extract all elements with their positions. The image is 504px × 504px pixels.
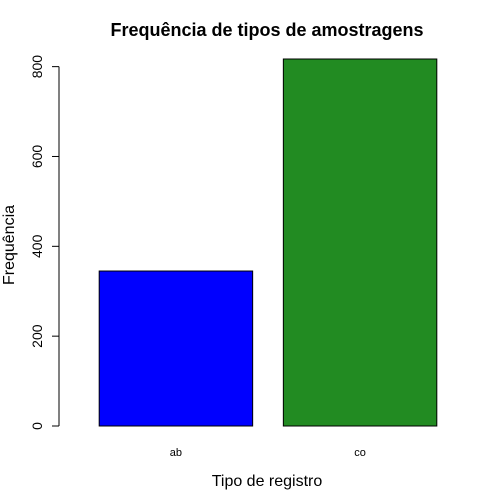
x-axis-label: Tipo de registro	[212, 473, 323, 490]
y-axis: 0 200 400 600 800	[29, 55, 60, 430]
bars	[98, 58, 438, 427]
y-tick-label: 0	[29, 422, 45, 430]
y-tick-label: 600	[29, 145, 45, 169]
bar-ab	[98, 270, 254, 427]
x-category-label: co	[354, 447, 366, 459]
y-tick-label: 800	[29, 55, 45, 79]
y-tick-label: 400	[29, 234, 45, 258]
y-axis-label: Frequência	[1, 205, 18, 285]
chart-title: Frequência de tipos de amostragens	[110, 20, 423, 40]
y-tick-label: 200	[29, 324, 45, 348]
bar-co	[282, 58, 438, 427]
x-axis-categories: ab co	[170, 447, 366, 459]
x-category-label: ab	[170, 447, 182, 459]
